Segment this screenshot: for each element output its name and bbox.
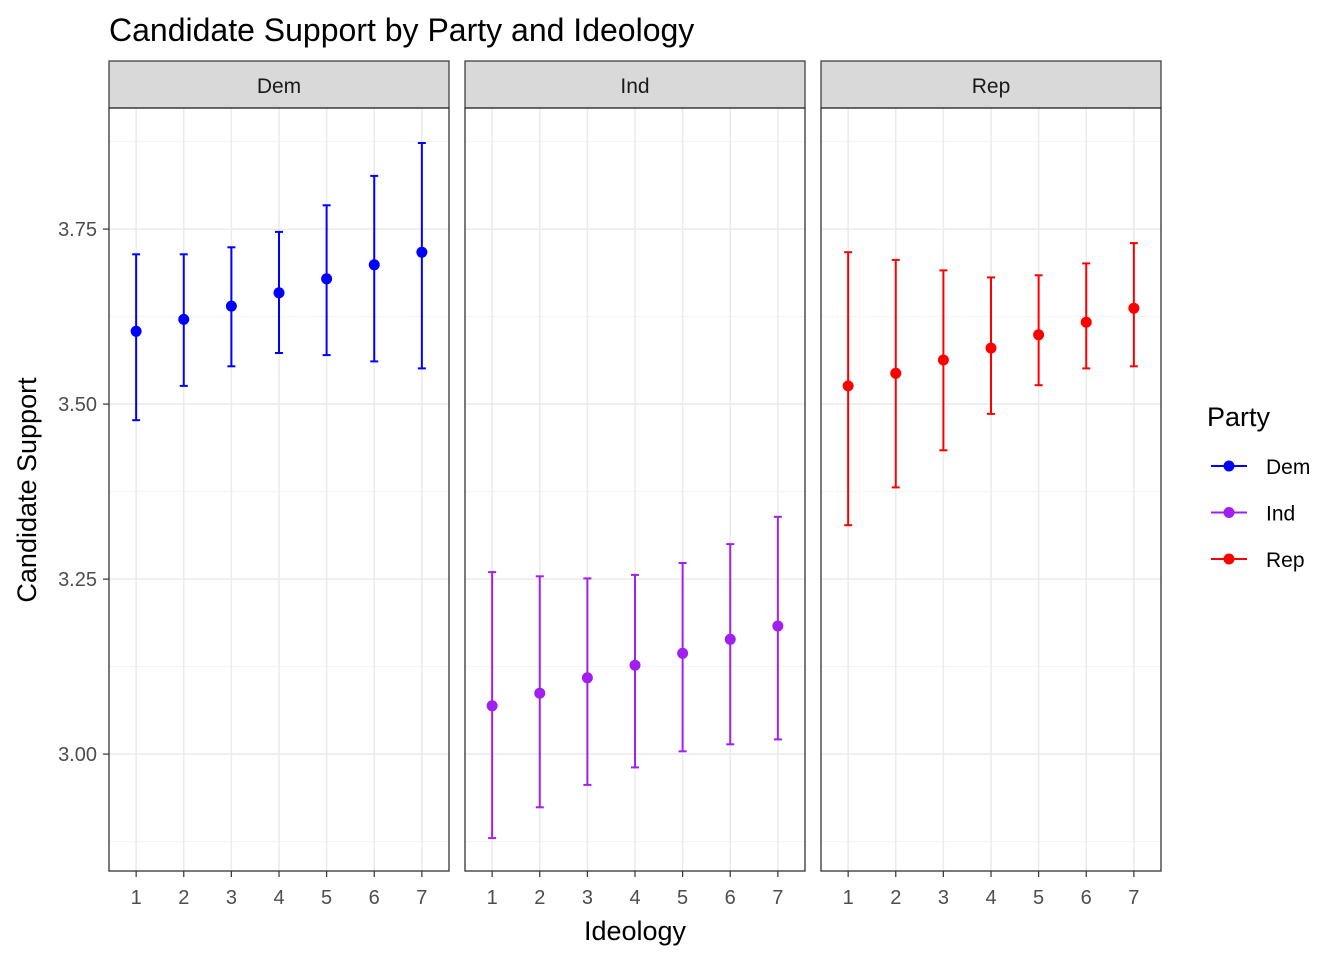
x-tick-label: 5: [1033, 887, 1044, 909]
data-point: [225, 300, 237, 312]
x-tick-label: 3: [226, 887, 237, 909]
x-tick-label: 2: [890, 887, 901, 909]
panel-ind: Ind 1 2 3 4 5 6 7: [464, 60, 806, 909]
legend-label: Dem: [1266, 456, 1310, 479]
y-axis-label: Candidate Support: [12, 377, 42, 603]
panel-rep: Rep 1 2 3 4 5 6 7: [820, 60, 1162, 909]
x-tick-label: 6: [1081, 887, 1092, 909]
y-tick-label: 3.50: [58, 394, 97, 416]
legend-item-rep: Rep: [1211, 549, 1305, 572]
x-tick-label: 7: [416, 887, 427, 909]
x-tick-label: 2: [534, 887, 545, 909]
data-point: [416, 246, 428, 258]
facet-strip-label: Dem: [257, 75, 301, 98]
data-point: [534, 687, 546, 699]
x-axis-label: Ideology: [584, 916, 687, 946]
data-point: [368, 259, 380, 271]
x-tick-label: 4: [273, 887, 284, 909]
chart-title: Candidate Support by Party and Ideology: [109, 12, 694, 48]
data-point: [581, 672, 593, 684]
x-tick-label: 3: [938, 887, 949, 909]
y-tick-label: 3.25: [58, 569, 97, 591]
data-point: [1128, 302, 1140, 314]
data-point: [273, 287, 285, 299]
legend-key-point: [1223, 553, 1235, 565]
panel-border: [820, 107, 1162, 872]
data-point: [629, 659, 641, 671]
x-tick-label: 1: [131, 887, 142, 909]
x-tick-label: 1: [843, 887, 854, 909]
legend-label: Rep: [1266, 549, 1305, 572]
x-tick-label: 7: [1128, 887, 1139, 909]
panel-border: [464, 107, 806, 872]
facet-strip: [108, 60, 450, 109]
facet-strip-label: Rep: [972, 75, 1011, 98]
data-point: [842, 380, 854, 392]
data-point: [130, 325, 142, 337]
y-tick-label: 3.75: [58, 219, 97, 241]
x-tick-label: 6: [725, 887, 736, 909]
data-point: [1033, 329, 1045, 341]
data-point: [890, 367, 902, 379]
legend-item-dem: Dem: [1211, 456, 1310, 479]
x-tick-label: 5: [321, 887, 332, 909]
panel-dem: Dem 1 2 3 4 5 6 7: [108, 60, 450, 909]
data-point: [321, 273, 333, 285]
legend-item-ind: Ind: [1211, 503, 1295, 526]
y-tick-label: 3.00: [58, 744, 97, 766]
x-tick-label: 2: [178, 887, 189, 909]
legend-key-point: [1223, 460, 1235, 472]
data-point: [677, 647, 689, 659]
data-point: [937, 354, 949, 366]
panel-border: [108, 107, 450, 872]
facet-strip-label: Ind: [620, 75, 649, 98]
x-tick-label: 6: [369, 887, 380, 909]
x-tick-label: 4: [985, 887, 996, 909]
data-point: [724, 633, 736, 645]
x-tick-label: 7: [772, 887, 783, 909]
x-tick-label: 3: [582, 887, 593, 909]
x-tick-label: 4: [629, 887, 640, 909]
legend: Party Dem Ind Rep: [1207, 402, 1310, 572]
facet-strip: [464, 60, 806, 109]
legend-label: Ind: [1266, 503, 1295, 526]
x-tick-label: 1: [487, 887, 498, 909]
x-tick-label: 5: [677, 887, 688, 909]
data-point: [985, 342, 997, 354]
data-point: [178, 313, 190, 325]
legend-title: Party: [1207, 402, 1271, 432]
data-point: [772, 620, 784, 632]
legend-key-point: [1223, 507, 1235, 518]
data-point: [486, 700, 498, 712]
data-point: [1080, 316, 1092, 328]
